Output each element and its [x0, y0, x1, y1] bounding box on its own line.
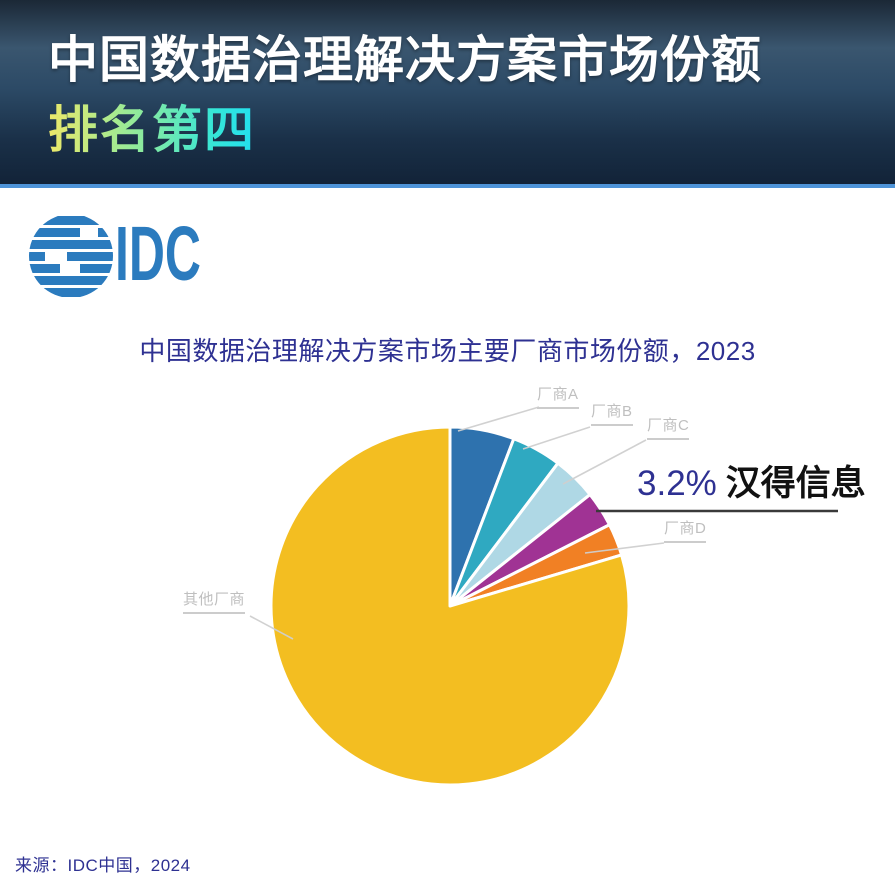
label-vendor-a: 厂商A: [537, 387, 579, 409]
leader-line-vendor-b: [522, 426, 591, 450]
hand-vendor-name: 汉得信息: [725, 464, 866, 503]
leader-line-vendor-c: [562, 439, 647, 485]
idc-globe-icon: [29, 216, 113, 297]
leader-line-vendor-d: [584, 542, 665, 554]
header-banner: 中国数据治理解决方案市场份额 排名第四: [0, 0, 895, 188]
label-vendor-d: 厂商D: [664, 521, 707, 543]
pie-slices: [269, 425, 631, 787]
pie-slice-others: [269, 425, 631, 787]
idc-logo-text: IDC: [115, 211, 201, 297]
leader-line-vendor-a: [457, 406, 540, 432]
label-vendor-b: 厂商B: [591, 404, 633, 426]
label-vendor-c: 厂商C: [647, 418, 690, 440]
label-others: 其他厂商: [183, 592, 246, 614]
idc-logo: IDC: [29, 211, 201, 297]
chart-title: 中国数据治理解决方案市场主要厂商市场份额，2023: [139, 336, 756, 366]
hand-share-value: 3.2%: [637, 464, 717, 503]
leader-line-others: [249, 615, 294, 640]
header-title-line2: 排名第四: [48, 90, 256, 162]
header-title-line1: 中国数据治理解决方案市场份额: [48, 32, 762, 88]
source-note: 来源：IDC中国，2024: [15, 856, 191, 875]
label-hand-highlight: 3.2% 汉得信息: [637, 466, 866, 501]
